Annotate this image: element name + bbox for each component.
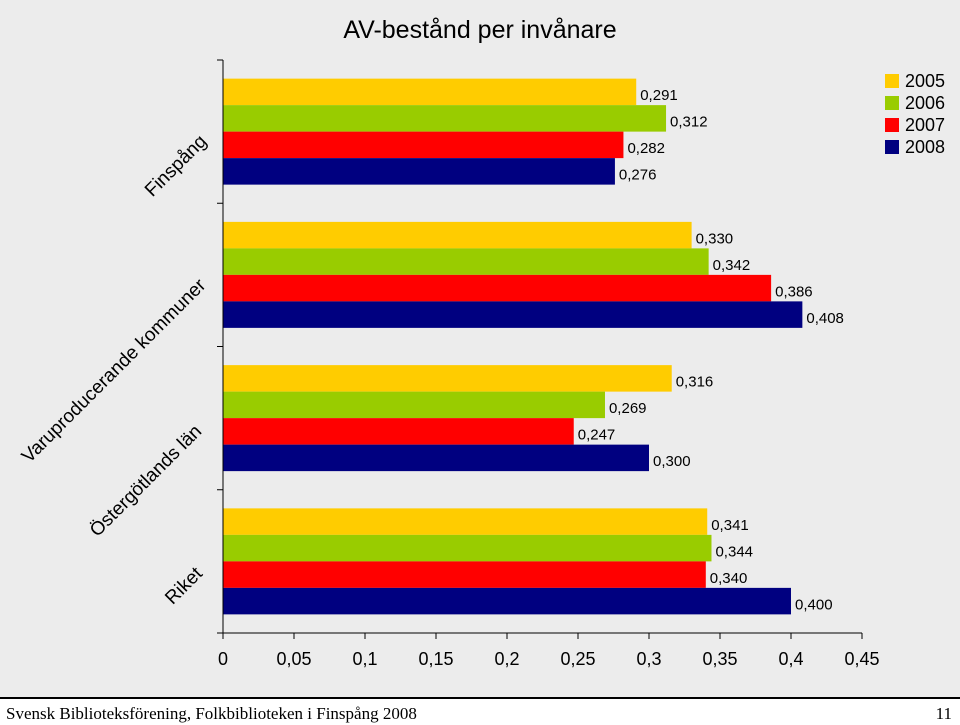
x-tick-label: 0,2 bbox=[494, 649, 519, 669]
legend-swatch-2006 bbox=[885, 96, 899, 110]
x-tick-label: 0,15 bbox=[418, 649, 453, 669]
x-tick-label: 0,4 bbox=[778, 649, 803, 669]
x-tick-label: 0,25 bbox=[560, 649, 595, 669]
category-label: Finspång bbox=[141, 131, 211, 201]
bar-2007-1 bbox=[223, 131, 624, 159]
x-tick-label: 0 bbox=[218, 649, 228, 669]
bar-2006-3 bbox=[223, 391, 605, 419]
bar-value-label: 0,316 bbox=[676, 374, 714, 391]
bar-2005-2 bbox=[223, 221, 692, 249]
bar-2006-2 bbox=[223, 248, 709, 275]
bar-chart: AV-bestånd per invånare 0,2910,3120,2820… bbox=[18, 16, 945, 669]
bar-value-label: 0,330 bbox=[696, 230, 734, 247]
bar-value-label: 0,340 bbox=[710, 570, 748, 587]
bar-value-label: 0,344 bbox=[715, 543, 753, 560]
page-number: 11 bbox=[935, 704, 952, 723]
bar-2006-4 bbox=[223, 534, 712, 562]
bar-value-label: 0,341 bbox=[711, 517, 749, 534]
bar-value-label: 0,342 bbox=[713, 257, 751, 274]
bar-value-label: 0,282 bbox=[627, 140, 665, 157]
legend-label: 2007 bbox=[905, 115, 945, 135]
chart-title: AV-bestånd per invånare bbox=[343, 16, 616, 44]
bar-value-label: 0,300 bbox=[653, 453, 691, 470]
legend-label: 2008 bbox=[905, 137, 945, 157]
x-tick-label: 0,05 bbox=[276, 649, 311, 669]
bar-value-label: 0,269 bbox=[609, 400, 647, 417]
x-tick-label: 0,45 bbox=[844, 649, 879, 669]
bar-2008-1 bbox=[223, 158, 615, 185]
bar-2007-2 bbox=[223, 274, 772, 302]
bar-2005-3 bbox=[223, 365, 672, 392]
bar-value-label: 0,291 bbox=[640, 87, 678, 104]
bar-value-label: 0,312 bbox=[670, 114, 708, 131]
bar-value-label: 0,408 bbox=[806, 310, 844, 327]
category-label: Östergötlands län bbox=[86, 421, 206, 541]
category-label: Riket bbox=[161, 563, 207, 609]
bar-2007-3 bbox=[223, 418, 574, 445]
bar-2008-3 bbox=[223, 444, 649, 472]
bar-value-label: 0,400 bbox=[795, 596, 833, 613]
x-tick-label: 0,35 bbox=[702, 649, 737, 669]
bar-value-label: 0,276 bbox=[619, 167, 657, 184]
x-tick-label: 0,3 bbox=[636, 649, 661, 669]
bar-value-label: 0,386 bbox=[775, 283, 813, 300]
bar-2008-2 bbox=[223, 301, 803, 328]
bar-2007-4 bbox=[223, 561, 706, 588]
bar-2006-1 bbox=[223, 105, 667, 132]
footer-text: Svensk Biblioteksförening, Folkbibliotek… bbox=[6, 704, 417, 723]
legend-label: 2005 bbox=[905, 71, 945, 91]
bar-2005-4 bbox=[223, 508, 708, 535]
legend-swatch-2008 bbox=[885, 140, 899, 154]
page-footer: Svensk Biblioteksförening, Folkbibliotek… bbox=[0, 697, 960, 725]
legend-label: 2006 bbox=[905, 93, 945, 113]
x-tick-label: 0,1 bbox=[352, 649, 377, 669]
legend-swatch-2007 bbox=[885, 118, 899, 132]
plot-area: 0,291 0,312 0,282 0,276 0,330 0,342 0,386 0,408… bbox=[18, 59, 880, 669]
legend-swatch-2005 bbox=[885, 74, 899, 88]
bar-2008-4 bbox=[223, 587, 791, 615]
bar-value-label: 0,247 bbox=[578, 427, 616, 444]
bar-2005-1 bbox=[223, 78, 637, 106]
